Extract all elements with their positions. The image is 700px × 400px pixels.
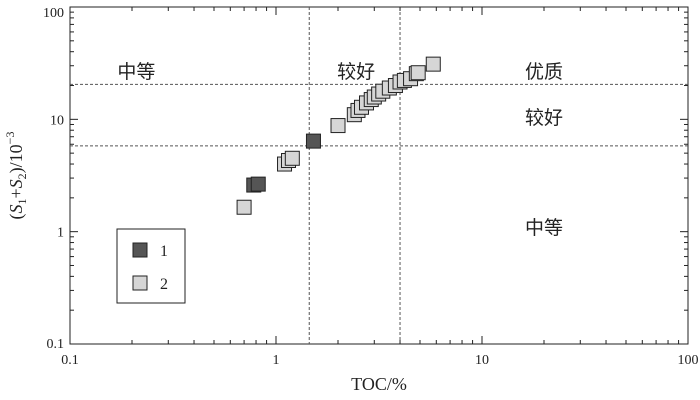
y-tick-label: 1 bbox=[57, 226, 64, 241]
y-axis-title: (S1+S2)/10−3 bbox=[3, 132, 29, 220]
data-point-series-1 bbox=[250, 176, 266, 192]
zone-label: 较好 bbox=[337, 61, 375, 83]
data-point-series-2 bbox=[330, 118, 346, 134]
data-point-series-2 bbox=[284, 150, 300, 166]
zone-label: 中等 bbox=[117, 61, 155, 83]
x-tick-label: 0.1 bbox=[61, 353, 79, 368]
x-tick-label: 1 bbox=[273, 353, 280, 368]
zone-label: 优质 bbox=[525, 61, 563, 83]
x-tick-label: 10 bbox=[475, 353, 489, 368]
legend-box bbox=[116, 228, 186, 304]
data-point-series-2 bbox=[410, 65, 426, 81]
y-tick-label: 10 bbox=[50, 113, 64, 128]
data-point-series-2 bbox=[236, 199, 252, 215]
data-point-series-1 bbox=[305, 133, 321, 149]
axis-ticks bbox=[69, 7, 688, 345]
zone-label: 较好 bbox=[525, 107, 563, 129]
data-point-series-2 bbox=[425, 56, 441, 72]
plot-frame bbox=[69, 6, 689, 345]
legend-label-series-1: 1 bbox=[160, 243, 168, 260]
legend-marker-series-1 bbox=[132, 242, 148, 258]
legend: 1 2 bbox=[116, 228, 186, 304]
y-tick-label: 0.1 bbox=[47, 337, 65, 352]
zone-label: 中等 bbox=[525, 217, 563, 239]
legend-marker-series-2 bbox=[132, 275, 148, 291]
legend-label-series-2: 2 bbox=[160, 276, 168, 293]
x-tick-label: 100 bbox=[678, 353, 699, 368]
data-points bbox=[236, 56, 441, 215]
axis-tick-labels: 0.1 1 10 100 0.1 1 10 100 bbox=[43, 6, 699, 368]
threshold-lines bbox=[70, 7, 688, 344]
x-axis-title: TOC/% bbox=[351, 374, 407, 394]
y-tick-label: 100 bbox=[43, 6, 64, 21]
